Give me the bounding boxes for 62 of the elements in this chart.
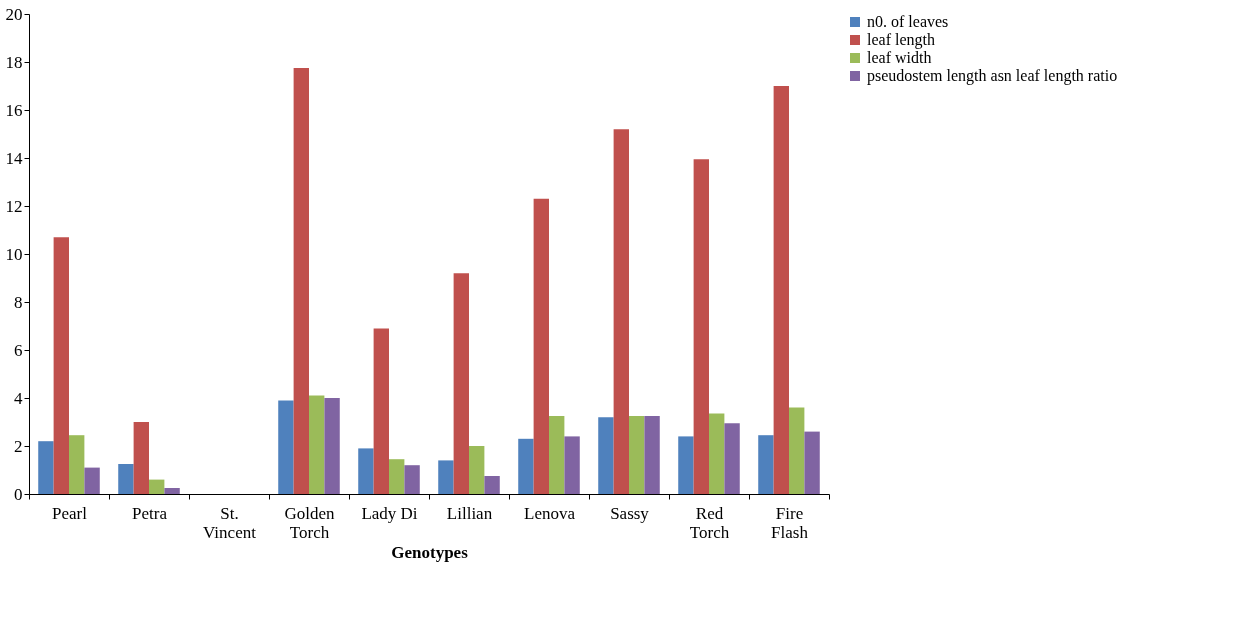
bar <box>789 407 805 494</box>
bar <box>709 413 725 494</box>
y-tick-label: 14 <box>5 148 23 168</box>
y-tick-label: 20 <box>5 4 23 24</box>
bar <box>693 159 709 494</box>
bar <box>389 459 405 494</box>
bar <box>613 129 629 494</box>
bar <box>324 398 340 494</box>
bar <box>118 464 134 494</box>
bar <box>758 435 774 494</box>
bar <box>373 328 389 494</box>
x-tick-label: Pearl <box>52 503 88 523</box>
x-tick-label: Fire Flash <box>771 503 809 542</box>
x-axis-title: Genotypes <box>391 542 469 562</box>
x-tick-label: Lillian <box>446 503 493 523</box>
bar <box>164 488 180 494</box>
x-tick-label: Sassy <box>610 503 650 523</box>
bar <box>453 273 469 494</box>
y-tick-label: 4 <box>14 388 23 408</box>
x-tick-label: Lenova <box>524 503 576 523</box>
y-tick-label: 16 <box>5 100 23 120</box>
bar <box>469 446 485 494</box>
bar <box>309 395 325 494</box>
bar <box>644 416 660 494</box>
bar <box>804 431 820 494</box>
x-tick-label: Red Torch <box>689 503 730 542</box>
y-tick-label: 8 <box>14 292 23 312</box>
bar <box>564 436 580 494</box>
bar <box>773 86 789 494</box>
y-tick-label: 10 <box>5 244 23 264</box>
x-tick-label: Petra <box>132 503 168 523</box>
bar <box>404 465 420 494</box>
bar <box>84 467 100 494</box>
bar <box>484 476 500 494</box>
legend-label: leaf length <box>867 31 935 49</box>
legend-label: n0. of leaves <box>867 13 949 30</box>
bar <box>629 416 645 494</box>
legend-label: pseudostem length asn leaf length ratio <box>867 67 1118 85</box>
bar <box>149 479 165 494</box>
y-tick-label: 6 <box>14 340 23 360</box>
bar <box>133 422 149 494</box>
x-tick-label: Lady Di <box>361 503 418 523</box>
bar <box>598 417 614 494</box>
x-tick-label: Golden Torch <box>284 503 336 542</box>
bar <box>533 198 549 494</box>
bar <box>549 416 565 494</box>
bar <box>438 460 454 494</box>
bar <box>724 423 740 494</box>
legend-label: leaf width <box>867 49 932 66</box>
y-tick-label: 0 <box>14 484 23 504</box>
bar <box>69 435 85 494</box>
y-tick-label: 12 <box>5 196 23 216</box>
bar <box>38 441 54 494</box>
bar <box>293 68 309 494</box>
y-tick-label: 2 <box>14 436 23 456</box>
bar <box>678 436 694 494</box>
bar <box>518 438 534 494</box>
y-tick-label: 18 <box>5 52 23 72</box>
bar <box>53 237 69 494</box>
bar <box>278 400 294 494</box>
bar <box>358 448 374 494</box>
x-tick-label: St. Vincent <box>203 503 257 542</box>
